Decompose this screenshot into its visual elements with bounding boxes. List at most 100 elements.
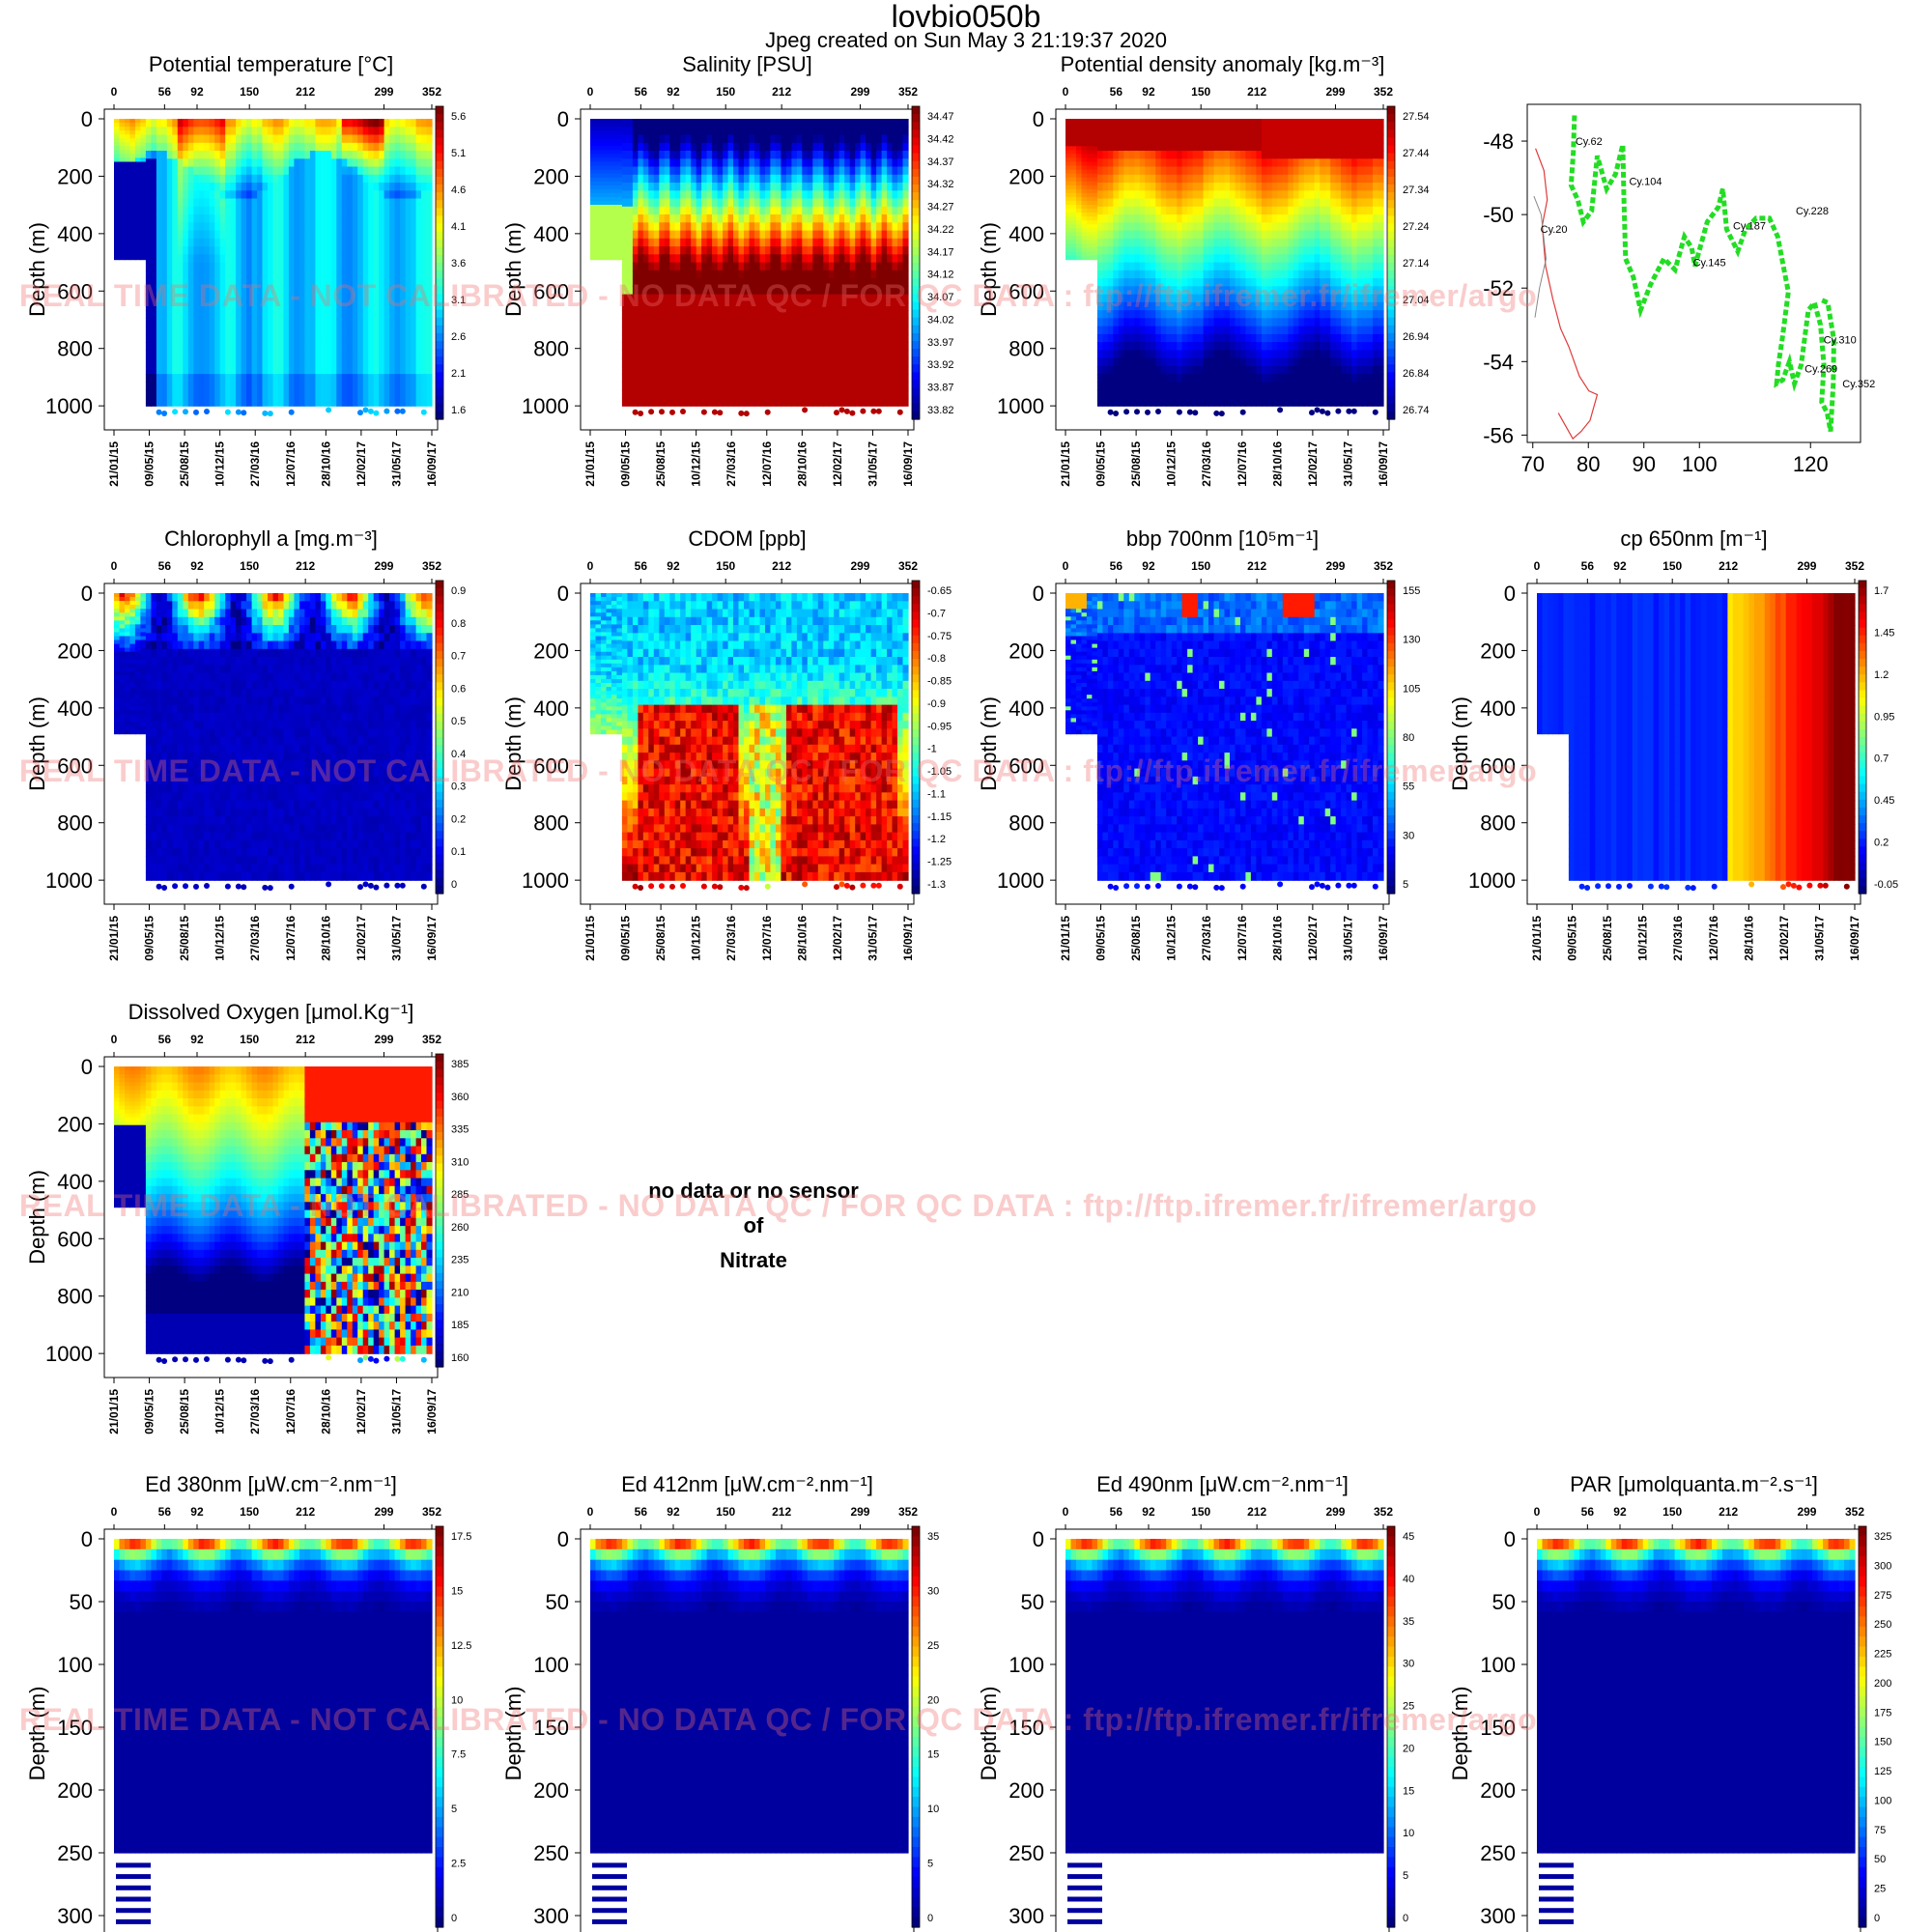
temp-cell [289, 207, 295, 215]
temp-cell [368, 167, 374, 176]
sal-cell [808, 151, 813, 159]
sal-cell [659, 143, 665, 152]
temp-cell [146, 254, 152, 263]
sal-colorbar-segment [912, 349, 920, 357]
dens-cell [1071, 134, 1077, 139]
temp-cell [368, 318, 374, 327]
temp-cell [326, 366, 331, 375]
temp-cell [315, 175, 321, 184]
sal-cell [818, 190, 824, 199]
temp-cell [299, 127, 305, 135]
temp-cell [284, 175, 290, 184]
temp-cell [363, 143, 369, 152]
sal-cell [739, 214, 745, 223]
temp-cell [167, 119, 173, 128]
dens-cell [1071, 248, 1077, 253]
temp-cell [268, 254, 273, 263]
temp-cell [342, 222, 348, 231]
temp-cell [236, 222, 242, 231]
temp-cell [363, 199, 369, 208]
sal-colorbar-label: 34.17 [927, 246, 954, 258]
temp-cell [310, 398, 316, 407]
temp-cell [204, 327, 210, 335]
temp-cell [220, 143, 226, 152]
sal-cell [855, 382, 861, 390]
sal-cell [659, 334, 665, 343]
temp-cell [161, 318, 167, 327]
temp-cell [125, 130, 130, 135]
sal-cell [607, 166, 612, 171]
temp-cell [225, 190, 231, 199]
temp-cell [331, 366, 337, 375]
temp-cell [294, 207, 299, 215]
temp-cell [395, 318, 401, 327]
sal-cell [893, 254, 898, 263]
sal-cell [844, 390, 850, 399]
sal-cell [871, 382, 877, 390]
sal-cell [669, 374, 675, 383]
dens-cell [1097, 231, 1103, 240]
temp-cell [178, 366, 184, 375]
sal-cell [903, 167, 909, 176]
sal-cell [733, 246, 739, 255]
sal-cell [791, 119, 797, 128]
sal-cell [754, 374, 760, 383]
temp-cell [347, 158, 353, 167]
sal-cell [839, 199, 845, 208]
temp-cell [140, 197, 146, 202]
dens-cell [1082, 209, 1088, 213]
temp-cell [326, 222, 331, 231]
temp-cell [214, 398, 220, 407]
sal-cell [659, 327, 665, 335]
temp-cell [236, 190, 242, 199]
sal-cell [866, 263, 871, 271]
sal-cell [765, 199, 771, 208]
temp-cell [178, 127, 184, 135]
temp-cell [225, 374, 231, 383]
sal-cell [897, 366, 903, 375]
temp-cell [167, 143, 173, 152]
sal-cell [744, 254, 750, 263]
sal-cell [808, 119, 813, 128]
temp-cell [395, 135, 401, 144]
sal-cell [691, 135, 696, 144]
sal-cell [855, 151, 861, 159]
sal-cell [844, 143, 850, 152]
sal-cell [866, 239, 871, 247]
sal-cell [643, 143, 649, 152]
temp-cell [135, 185, 141, 190]
sal-cell [712, 214, 718, 223]
sal-cell [744, 342, 750, 351]
sal-cell [596, 236, 602, 241]
sal-cell [723, 143, 728, 152]
temp-cell [289, 167, 295, 176]
sal-cell [818, 175, 824, 184]
sal-cell [765, 318, 771, 327]
temp-cell [273, 119, 279, 128]
temp-cell [114, 189, 120, 194]
temp-cell [193, 135, 199, 144]
dens-cell [1087, 170, 1093, 175]
sal-cell [903, 199, 909, 208]
sal-cell [871, 327, 877, 335]
sal-cell [596, 170, 602, 175]
temp-cell [156, 263, 162, 271]
temp-cell [395, 222, 401, 231]
sal-cell [781, 119, 786, 128]
dens-cell [1071, 166, 1077, 171]
sal-cell [786, 342, 792, 351]
temp-cell [411, 158, 416, 167]
sal-cell [633, 334, 639, 343]
temp-cell [114, 182, 120, 186]
temp-cell [199, 366, 205, 375]
temp-cell [400, 175, 406, 184]
temp-cell [146, 199, 152, 208]
dens-cell [1087, 224, 1093, 229]
sal-cell [797, 207, 803, 215]
temp-cell [299, 214, 305, 223]
sal-cell [839, 207, 845, 215]
temp-cell [326, 135, 331, 144]
temp-cell [252, 183, 258, 191]
sal-cell [733, 390, 739, 399]
sal-cell [686, 119, 692, 128]
